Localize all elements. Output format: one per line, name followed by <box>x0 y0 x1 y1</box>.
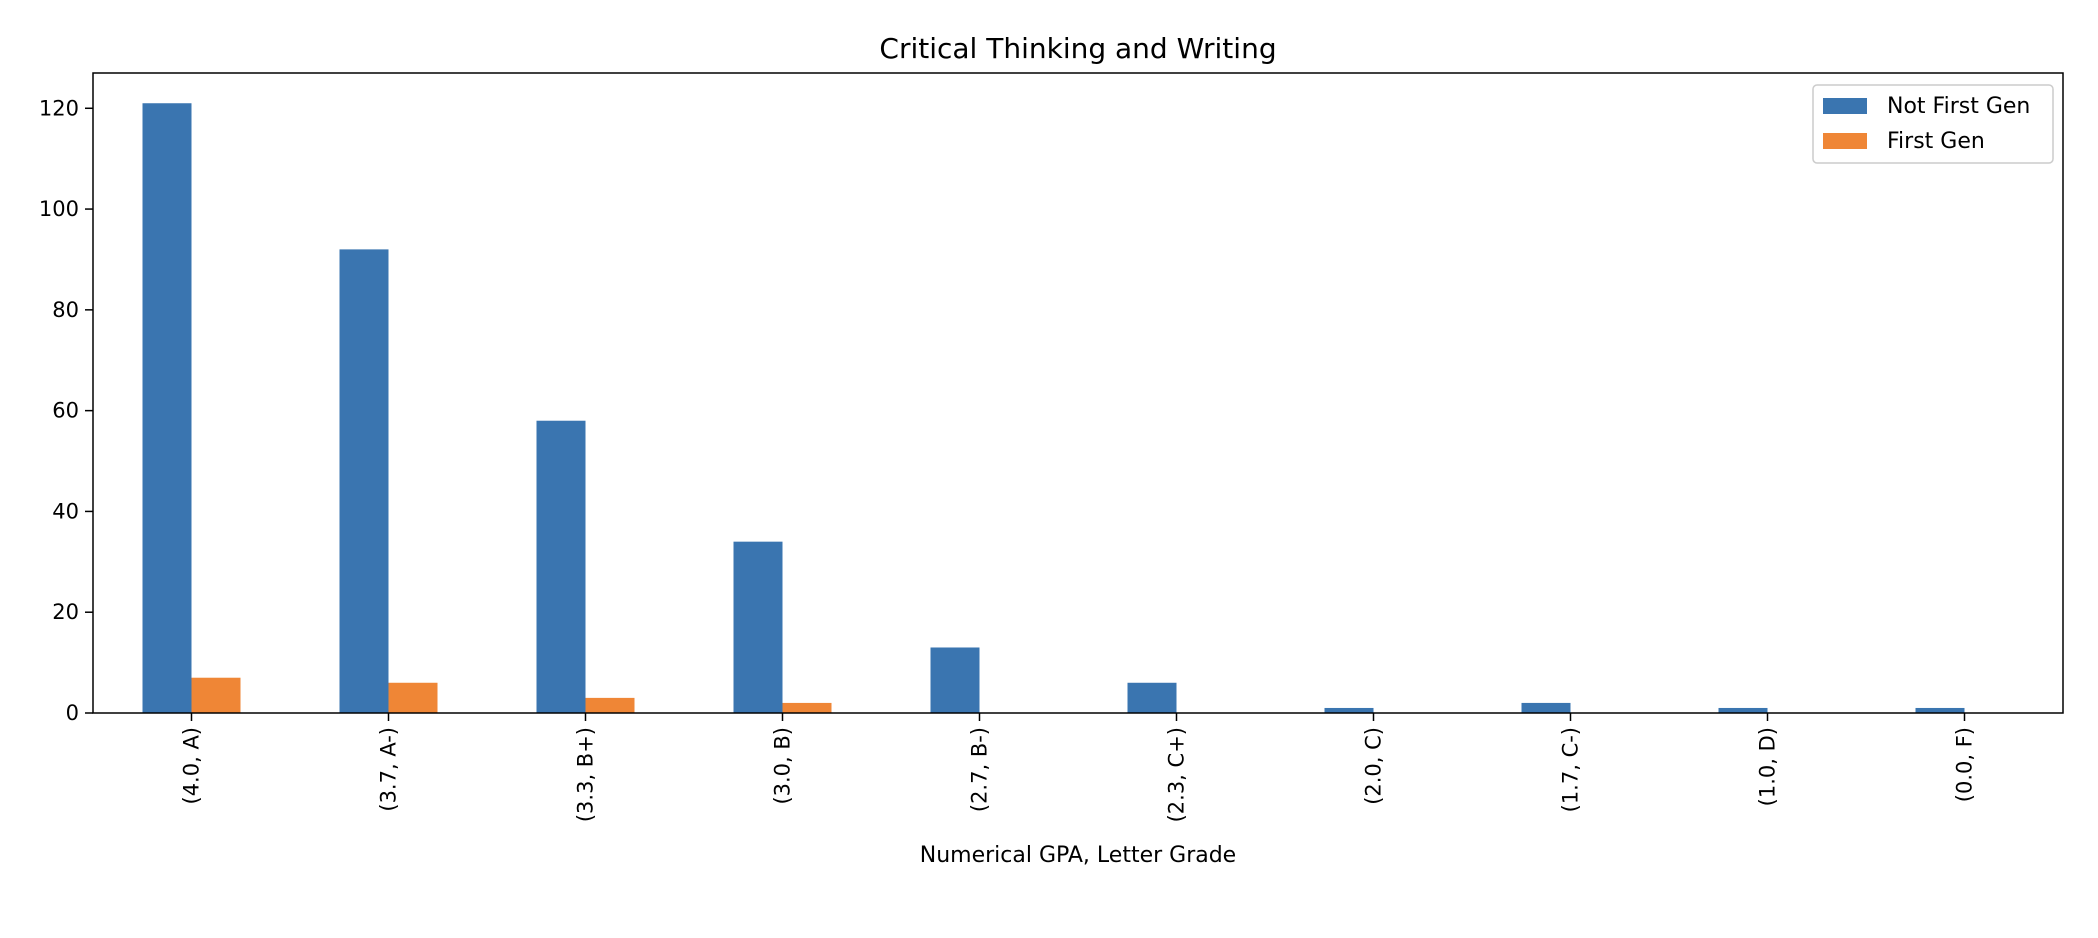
bar-series2-2 <box>585 697 635 713</box>
bar-series1-3 <box>733 541 783 713</box>
bar-series2-0 <box>191 677 241 713</box>
x-tick-label-5: (2.3, C+) <box>1165 727 1189 822</box>
x-axis-label: Numerical GPA, Letter Grade <box>920 843 1236 868</box>
bar-series1-4 <box>930 647 980 713</box>
chart-title: Critical Thinking and Writing <box>879 32 1276 65</box>
legend-swatch-1 <box>1823 133 1867 149</box>
x-tick-label-7: (1.7, C-) <box>1559 727 1583 812</box>
bar-series1-1 <box>339 249 389 713</box>
bar-series1-5 <box>1127 682 1177 713</box>
legend-swatch-0 <box>1823 98 1867 114</box>
legend-label-0: Not First Gen <box>1887 94 2030 119</box>
x-axis: (4.0, A) (3.7, A-) (3.3, B+) (3.0, B) (2.7, … <box>180 713 1977 822</box>
y-tick-label-5: 100 <box>39 197 79 221</box>
bar-series1-7 <box>1521 702 1571 713</box>
x-tick-label-9: (0.0, F) <box>1953 727 1977 802</box>
x-tick-label-6: (2.0, C) <box>1362 727 1386 805</box>
bar-series2-1 <box>388 682 438 713</box>
x-tick-label-8: (1.0, D) <box>1756 727 1780 806</box>
bar-series1-6 <box>1324 707 1374 713</box>
x-tick-label-2: (3.3, B+) <box>574 727 598 822</box>
x-tick-label-4: (2.7, B-) <box>968 727 992 812</box>
y-tick-label-0: 0 <box>66 701 79 725</box>
x-tick-label-0: (4.0, A) <box>180 727 204 805</box>
x-tick-label-3: (3.0, B) <box>771 727 795 805</box>
x-tick-label-1: (3.7, A-) <box>377 727 401 812</box>
bar-series1-2 <box>536 420 586 713</box>
bar-series1-8 <box>1718 707 1768 713</box>
y-tick-label-2: 40 <box>52 499 79 523</box>
bar-series2-3 <box>782 702 832 713</box>
y-tick-label-1: 20 <box>52 600 79 624</box>
legend-label-1: First Gen <box>1887 129 1985 154</box>
bars-group <box>142 103 1965 714</box>
y-tick-label-4: 80 <box>52 298 79 322</box>
y-axis: 0 20 40 60 80 100 120 <box>39 96 93 725</box>
bar-series1-9 <box>1915 707 1965 713</box>
y-tick-label-6: 120 <box>39 96 79 120</box>
bar-series1-0 <box>142 103 192 714</box>
legend: Not First Gen First Gen <box>1812 84 2054 164</box>
y-tick-label-3: 60 <box>52 399 79 423</box>
legend-box <box>1812 84 2054 164</box>
plot-frame <box>92 72 2064 714</box>
